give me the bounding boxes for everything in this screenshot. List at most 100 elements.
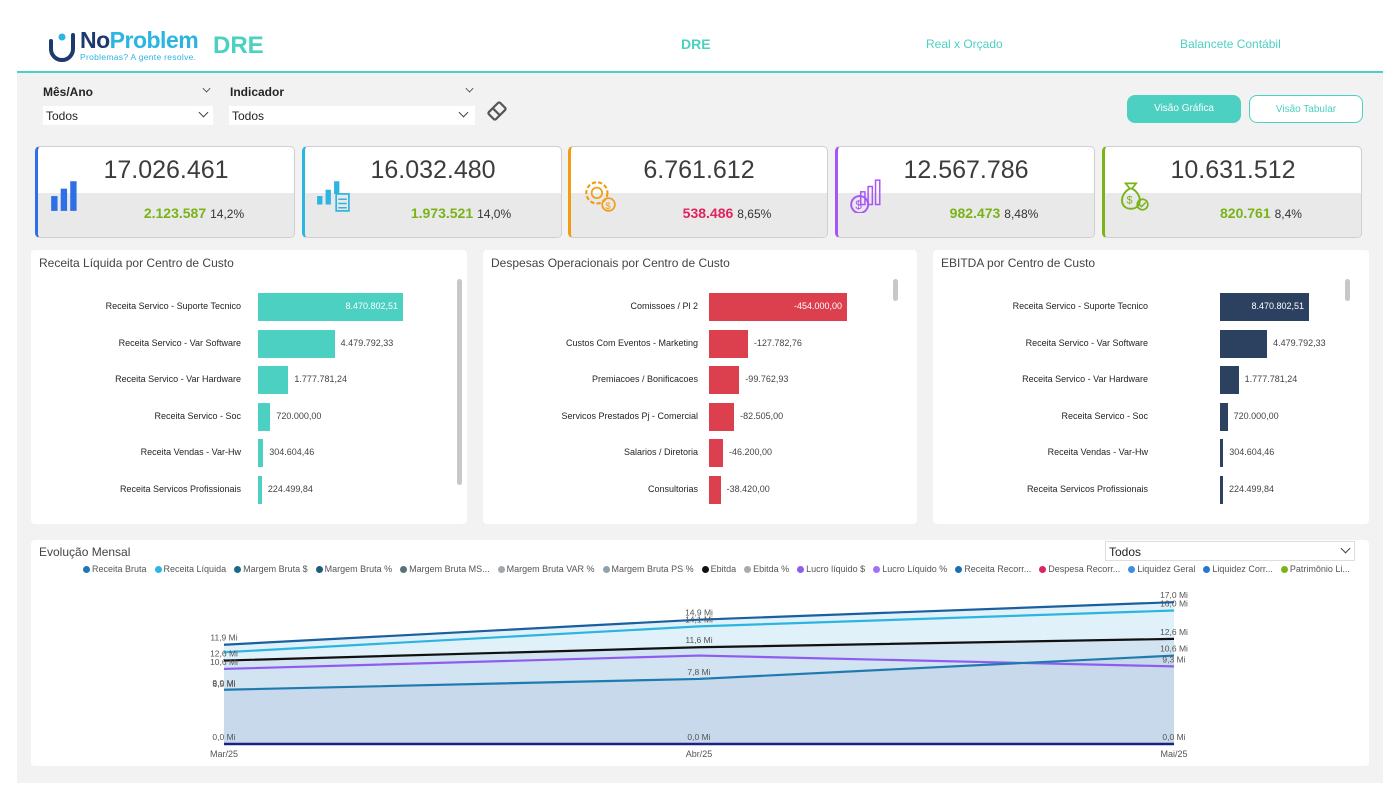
bar[interactable]	[258, 329, 335, 358]
bar[interactable]	[1220, 475, 1223, 504]
legend-dot-icon	[154, 566, 162, 573]
evolution-filter-dropdown[interactable]: Todos	[1105, 541, 1355, 561]
chevron-down-icon[interactable]	[202, 84, 211, 93]
month-filter-dropdown[interactable]: Todos	[43, 106, 213, 125]
indicator-filter-label: Indicador	[230, 85, 285, 99]
bar-category-label: Receita Servicos Profissionais	[119, 483, 241, 494]
bar[interactable]	[1220, 329, 1268, 358]
despesas-operacionais-card: Despesas Operacionais por Centro de Cust…	[483, 250, 917, 524]
bar-row[interactable]: Receita Servico - Var Software 4.479.792…	[31, 329, 467, 358]
bar-row[interactable]: Receita Servico - Var Hardware 1.777.781…	[31, 366, 467, 394]
graphic-view-button[interactable]: Visão Gráfica	[1127, 95, 1241, 123]
bar-row[interactable]: Receita Servico - Var Hardware 1.777.781…	[933, 366, 1369, 394]
bar-value-label: -99.762,93	[745, 374, 789, 384]
bar-row[interactable]: Receita Servico - Suporte Tecnico 8.470.…	[31, 293, 467, 321]
bar[interactable]	[258, 293, 403, 321]
bar-row[interactable]: Comissoes / Pl 2 -454.000,00	[483, 293, 917, 321]
legend-dot-icon	[497, 566, 505, 573]
bar-row[interactable]: Receita Servicos Profissionais 224.499,8…	[933, 475, 1369, 504]
bar[interactable]	[258, 475, 262, 504]
legend-item[interactable]: Liquidez Geral	[1128, 564, 1199, 574]
chevron-down-icon	[198, 107, 209, 118]
kpi-subline: 982.473 8,48%	[838, 205, 1094, 221]
bar[interactable]	[709, 293, 847, 321]
legend-label: Patrimônio Li...	[1289, 564, 1350, 574]
kpi-sub-value: 2.123.587	[143, 205, 207, 221]
legend-item[interactable]: Margem Bruta %	[315, 564, 397, 574]
legend-item[interactable]: Ebitda %	[744, 564, 793, 574]
nav-dre[interactable]: DRE	[681, 36, 711, 52]
bar[interactable]	[709, 402, 735, 431]
clear-filters-eraser-icon[interactable]	[485, 99, 509, 123]
scrollbar[interactable]	[893, 279, 898, 301]
bar-row[interactable]: Salarios / Diretoria -46.200,00	[483, 439, 917, 467]
bar-category-label: Consultorias	[647, 483, 698, 494]
bar-category-label: Receita Vendas - Var-Hw	[140, 447, 241, 457]
legend-item[interactable]: Receita Bruta	[83, 564, 151, 574]
bar-row[interactable]: Receita Vendas - Var-Hw 304.604,46	[933, 439, 1369, 467]
bar[interactable]	[1220, 439, 1224, 467]
bar[interactable]	[1220, 366, 1239, 394]
bar-row[interactable]: Consultorias -38.420,00	[483, 475, 917, 504]
kpi-sub-value: 1.973.521	[410, 205, 474, 221]
legend-item[interactable]: Despesa Recorr...	[1039, 564, 1124, 574]
legend-dot-icon	[400, 566, 408, 573]
evolution-title: Evolução Mensal	[39, 545, 131, 559]
series-line	[223, 601, 1175, 646]
bar[interactable]	[709, 475, 721, 504]
nav-real-x-orcado[interactable]: Real x Orçado	[926, 37, 1003, 51]
bar-value-label: 304.604,46	[1229, 447, 1275, 457]
legend-item[interactable]: Patrimônio Li...	[1280, 564, 1354, 574]
bar[interactable]	[1220, 293, 1309, 321]
legend-dot-icon	[744, 566, 752, 573]
bar-row[interactable]: Receita Servico - Soc 720.000,00	[933, 402, 1369, 431]
bar-row[interactable]: Receita Servico - Var Software 4.479.792…	[933, 329, 1369, 358]
legend-item[interactable]: Liquidez Corr...	[1203, 564, 1277, 574]
bar[interactable]	[709, 366, 740, 394]
bar-row[interactable]: Custos Com Eventos - Marketing -127.782,…	[483, 329, 917, 358]
money-chart-icon: $	[850, 179, 881, 213]
card-title: Receita Líquida por Centro de Custo	[39, 256, 234, 270]
legend-item[interactable]: Lucro Líquido %	[873, 564, 951, 574]
nav-balancete-contabil[interactable]: Balancete Contábil	[1180, 37, 1281, 51]
tabular-view-button[interactable]: Visão Tabular	[1249, 95, 1363, 123]
bar-row[interactable]: Premiacoes / Bonificacoes -99.762,93	[483, 366, 917, 394]
bar-row[interactable]: Receita Servico - Suporte Tecnico 8.470.…	[933, 293, 1369, 321]
legend-item[interactable]: Margem Bruta VAR %	[497, 564, 599, 574]
scrollbar[interactable]	[1345, 279, 1350, 301]
bar-value-label: 8.470.802,51	[1251, 301, 1304, 311]
indicator-filter-dropdown[interactable]: Todos	[229, 106, 475, 125]
bar-chart-icon	[51, 181, 77, 211]
logo-mark-icon	[49, 33, 75, 62]
legend-dot-icon	[1203, 566, 1211, 573]
bar[interactable]	[258, 366, 289, 394]
legend-item[interactable]: Ebitda	[701, 564, 741, 574]
logo-tagline: Problemas? A gente resolve.	[80, 52, 197, 62]
bar[interactable]	[709, 439, 724, 467]
legend-label: Margem Bruta VAR %	[506, 564, 595, 574]
bar-row[interactable]: Receita Servico - Soc 720.000,00	[31, 402, 467, 431]
bar[interactable]	[258, 402, 271, 431]
series-line	[223, 654, 1175, 691]
data-label: 14,9 Mi	[685, 608, 713, 618]
bar[interactable]	[258, 439, 264, 467]
bar-row[interactable]: Receita Servicos Profissionais 224.499,8…	[31, 475, 467, 504]
bar[interactable]	[1220, 402, 1228, 431]
legend-item[interactable]: Lucro líquido $	[797, 564, 869, 574]
kpi-sub-percent: 8,4%	[1274, 207, 1302, 221]
legend-item[interactable]: Margem Bruta $	[234, 564, 312, 574]
data-label: 9,0 Mi	[212, 678, 235, 688]
bar[interactable]	[709, 329, 748, 358]
noproblem-logo[interactable]: NoProblem Problemas? A gente resolve.	[47, 27, 207, 65]
chevron-down-icon[interactable]	[465, 84, 474, 93]
kpi-subline: 538.486 8,65%	[571, 205, 827, 221]
legend-item[interactable]: Receita Líquida	[154, 564, 231, 574]
indicator-filter-value: Todos	[232, 109, 265, 123]
bar-row[interactable]: Servicos Prestados Pj - Comercial -82.50…	[483, 402, 917, 431]
kpi-footer	[838, 193, 1094, 237]
legend-item[interactable]: Margem Bruta PS %	[602, 564, 698, 574]
scrollbar[interactable]	[457, 279, 462, 485]
legend-item[interactable]: Receita Recorr...	[955, 564, 1035, 574]
bar-row[interactable]: Receita Vendas - Var-Hw 304.604,46	[31, 439, 467, 467]
legend-item[interactable]: Margem Bruta MS...	[400, 564, 494, 574]
